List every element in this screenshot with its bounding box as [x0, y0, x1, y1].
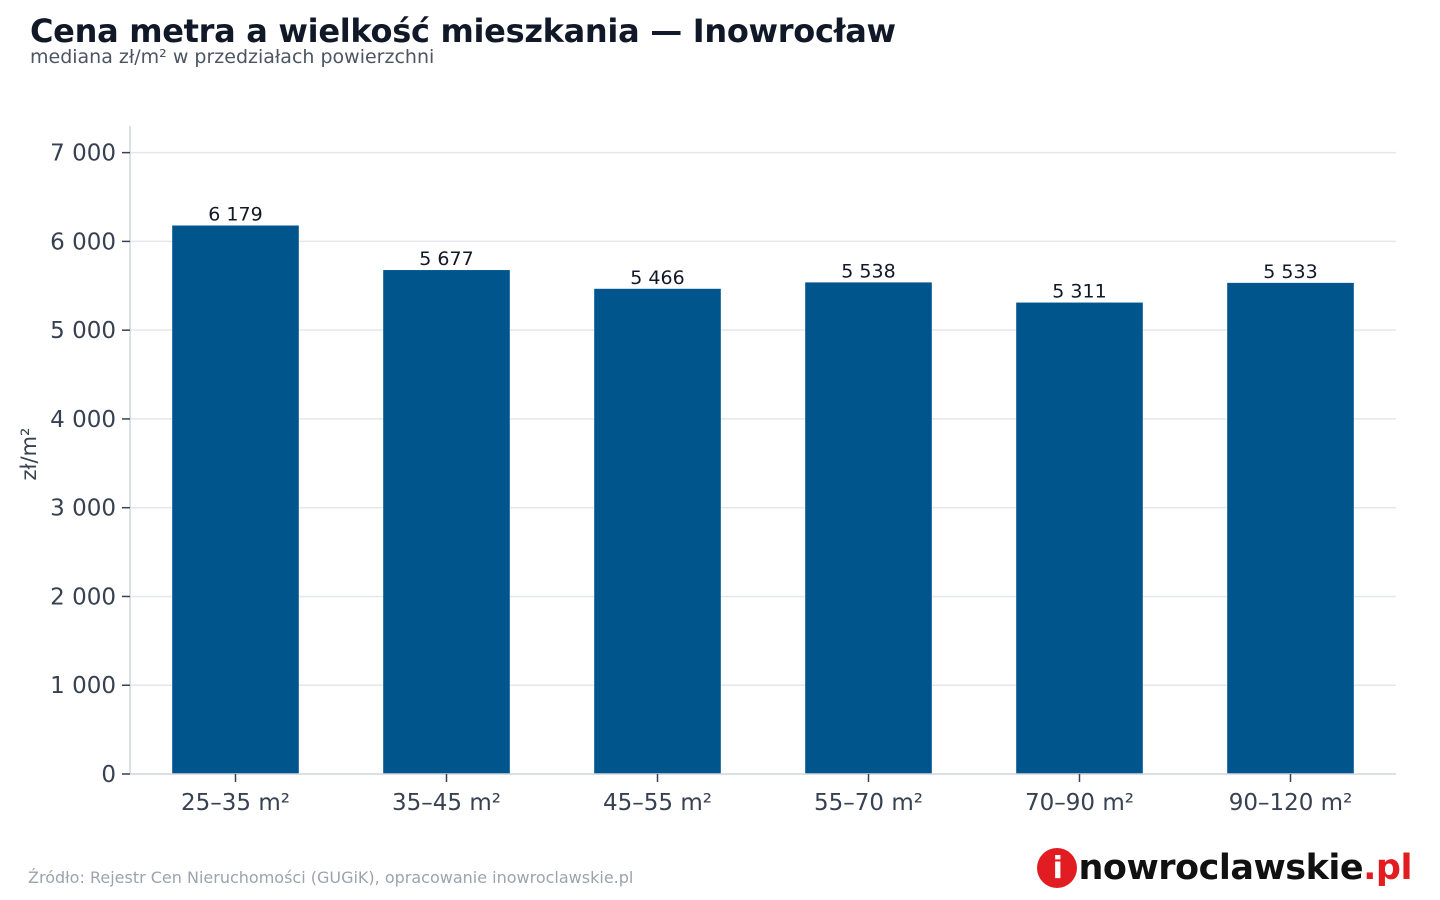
labels: 0 1 000 2 000 3 000 4 000 5 000 6 000 7 000 25–3…: [17, 141, 1352, 816]
bar: [383, 270, 510, 774]
y-tick-label: 2 000: [50, 584, 116, 610]
x-tick-label: 90–120 m²: [1229, 790, 1353, 816]
brand-logo: i nowroclawskie .pl: [1037, 848, 1412, 888]
y-tick-label: 3 000: [50, 496, 116, 522]
data-label: 5 533: [1263, 261, 1317, 283]
bar: [594, 288, 721, 774]
x-tick-label: 55–70 m²: [814, 790, 923, 816]
data-label: 5 677: [419, 248, 473, 270]
x-tick-label: 45–55 m²: [603, 790, 712, 816]
y-tick-label: 0: [101, 762, 116, 788]
data-label: 5 466: [630, 267, 684, 289]
data-label: 5 311: [1052, 281, 1106, 303]
bar: [805, 282, 932, 774]
bars: [172, 225, 1354, 775]
bar: [1016, 302, 1143, 774]
x-tick-label: 35–45 m²: [392, 790, 501, 816]
chart-title: Cena metra a wielkość mieszkania — Inowr…: [30, 12, 896, 50]
y-tick-label: 5 000: [50, 318, 116, 344]
y-tick-label: 6 000: [50, 229, 116, 255]
logo-tld: .pl: [1363, 848, 1412, 888]
bar: [172, 225, 299, 775]
y-tick-label: 4 000: [50, 407, 116, 433]
data-label: 5 538: [841, 260, 895, 282]
chart-subtitle: mediana zł/m² w przedziałach powierzchni: [30, 46, 435, 68]
x-tick-label: 70–90 m²: [1025, 790, 1134, 816]
y-tick-label: 7 000: [50, 141, 116, 167]
x-tick-label: 25–35 m²: [181, 790, 290, 816]
axes: [122, 126, 1396, 782]
y-axis-label: zł/m²: [17, 428, 41, 481]
bar: [1227, 282, 1354, 774]
source-note: Źródło: Rejestr Cen Nieruchomości (GUGiK…: [28, 868, 634, 887]
y-tick-label: 1 000: [50, 673, 116, 699]
logo-mark: i: [1037, 848, 1078, 888]
grid-lines: [130, 151, 1396, 686]
data-label: 6 179: [208, 204, 262, 226]
logo-name: nowroclawskie: [1078, 848, 1364, 888]
